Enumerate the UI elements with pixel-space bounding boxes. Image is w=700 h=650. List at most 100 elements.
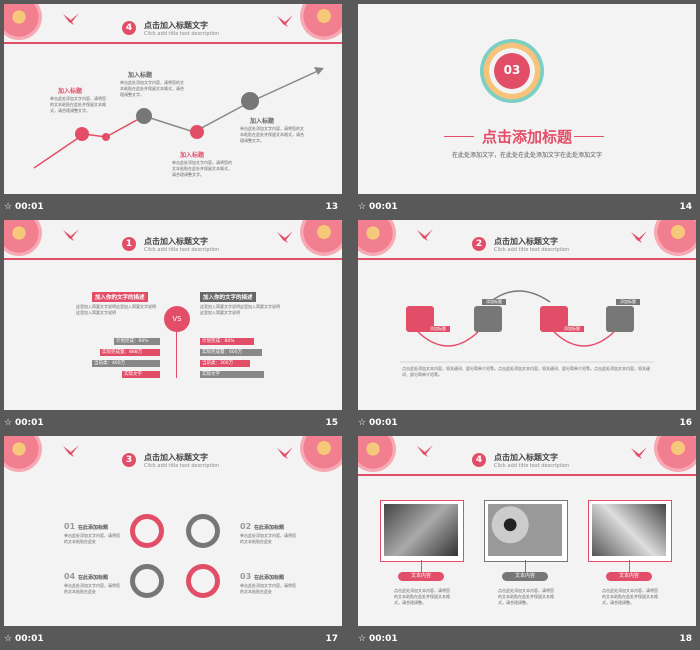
ring-icon: [130, 514, 164, 548]
right-heading: 加入你的文字的描述: [200, 292, 256, 302]
vs-line: [176, 332, 177, 378]
item-title: 在此添加标题: [78, 525, 109, 531]
slide-title: 点击加入标题文字: [144, 237, 208, 246]
ring-icon: [130, 564, 164, 598]
left-bar: 当前类：400万: [92, 360, 160, 367]
flower-decoration: [300, 220, 342, 256]
slide-title: 点击加入标题文字: [494, 237, 558, 246]
item-title: 在此添加标题: [254, 575, 285, 581]
title-line-left: [444, 136, 474, 137]
section-number: 1: [122, 237, 136, 251]
section-number: 03: [503, 63, 521, 77]
slide-duration: 00:01: [369, 202, 398, 212]
slide-subtitle: Click add title text description: [144, 31, 220, 37]
transition-icon: ☆: [358, 418, 367, 428]
text-pill: 文本内容: [606, 572, 652, 581]
transition-icon: ☆: [358, 202, 367, 212]
slide-meta: ☆ 00:01 18: [358, 632, 696, 650]
header-line: [4, 258, 342, 260]
pill-text: 点击此处添加文本内容，请将您的文本粘贴在此处并保留文本格式，请合理调整。: [394, 588, 450, 605]
body-text: 点击此处添加文本内容，如关键词、部分简单介绍等。点击此处添加文本内容，如关键词、…: [402, 366, 650, 377]
process-step-4: [606, 306, 634, 332]
slide-canvas: 3 点击加入标题文字 Click add title text descript…: [4, 436, 342, 626]
bird-icon: [631, 231, 647, 243]
item-text: 单击此处添加文字内容，请将您的文本粘贴在此处: [240, 583, 296, 594]
left-heading: 加入你的文字的描述: [92, 292, 148, 302]
slide-duration: 00:01: [15, 418, 44, 428]
slide-duration: 00:01: [15, 202, 44, 212]
point-text: 单击此处添加文字内容，请将您的文本粘贴在此处并保留文本格式，请合理调整文字。: [50, 96, 106, 113]
slide-subtitle: Click add title text description: [144, 247, 220, 253]
bird-icon: [417, 229, 433, 241]
section-number: 2: [472, 237, 486, 251]
bird-icon: [417, 445, 433, 457]
bird-icon: [63, 13, 79, 25]
item-num: 02: [240, 522, 252, 531]
left-bar: 实际完成量：888万: [100, 349, 160, 356]
slide-number: 16: [679, 418, 692, 428]
pill-line: [525, 560, 526, 572]
header-line: [358, 474, 696, 476]
left-bar: 实际文字: [122, 371, 160, 378]
section-number: 4: [122, 21, 136, 35]
slide-number: 15: [325, 418, 338, 428]
slide-meta: ☆ 00:01 14: [358, 200, 696, 218]
section-badge: [494, 53, 530, 89]
slide-number: 13: [325, 202, 338, 212]
slide-subtitle: Click add title text description: [494, 463, 570, 469]
bird-icon: [277, 15, 293, 27]
slide-duration: 00:01: [15, 634, 44, 644]
slide-number: 14: [679, 202, 692, 212]
ring-icon: [186, 564, 220, 598]
item-num: 01: [64, 522, 76, 531]
flower-decoration: [654, 436, 696, 472]
section-number: 4: [472, 453, 486, 467]
slide-canvas: 4 点击加入标题文字 Click add title text descript…: [4, 4, 342, 194]
transition-icon: ☆: [4, 634, 13, 644]
point-label: 加入标题: [128, 72, 153, 79]
pill-text: 点击此处添加文本内容，请将您的文本粘贴在此处并保留文本格式，请合理调整。: [602, 588, 658, 605]
item-title: 在此添加标题: [254, 525, 285, 531]
right-bar: 实际完成量：600万: [200, 349, 262, 356]
point-label: 加入标题: [250, 118, 275, 125]
tools-photo: [592, 504, 666, 556]
transition-icon: ☆: [358, 634, 367, 644]
vs-badge: [164, 306, 190, 332]
point-text: 单击此处添加文字内容，请将您的文本粘贴在此处并保留文本格式，请合理调整文字。: [120, 80, 184, 97]
vs-label: VS: [172, 315, 182, 323]
slide-canvas: 2 点击加入标题文字 Click add title text descript…: [358, 220, 696, 410]
process-connectors: [400, 290, 654, 363]
item-title: 在此添加标题: [78, 575, 109, 581]
point-text: 单击此处添加文字内容，请将您的文本粘贴在此处并保留文本格式，请合理调整文字。: [172, 160, 232, 177]
step-label: 添加标题: [426, 326, 450, 332]
section-number: 3: [122, 453, 136, 467]
flower-decoration: [4, 436, 42, 472]
right-bar: 当前类：300万: [200, 360, 250, 367]
ring-icon: [186, 514, 220, 548]
slide-meta: ☆ 00:01 16: [358, 416, 696, 434]
pill-line: [629, 560, 630, 572]
step-label: 添加标题: [482, 299, 506, 305]
item-text: 单击此处添加文字内容，请将您的文本粘贴在此处: [64, 533, 120, 544]
right-body: 这里加入简要文字说明这里加入简要文字说明这里加入简要文字说明: [200, 304, 280, 315]
flower-decoration: [358, 436, 396, 472]
slide-number: 17: [325, 634, 338, 644]
transition-icon: ☆: [4, 418, 13, 428]
flower-decoration: [300, 436, 342, 472]
slide-subtitle: Click add title text description: [494, 247, 570, 253]
slide-meta: ☆ 00:01 13: [4, 200, 342, 218]
bird-icon: [63, 445, 79, 457]
slide-canvas: 1 点击加入标题文字 Click add title text descript…: [4, 220, 342, 410]
slide-title: 点击加入标题文字: [494, 453, 558, 462]
slide-meta: ☆ 00:01 15: [4, 416, 342, 434]
right-bar: 实际文字: [200, 371, 264, 378]
bird-icon: [277, 447, 293, 459]
slide-number: 18: [679, 634, 692, 644]
step-label: 添加标题: [616, 299, 640, 305]
slide-duration: 00:01: [369, 634, 398, 644]
process-step-2: [474, 306, 502, 332]
title-line-right: [574, 136, 604, 137]
cups-photo: [488, 504, 562, 556]
header-line: [4, 42, 342, 44]
pill-text: 点击此处添加文本内容，请将您的文本粘贴在此处并保留文本格式，请合理调整。: [498, 588, 554, 605]
